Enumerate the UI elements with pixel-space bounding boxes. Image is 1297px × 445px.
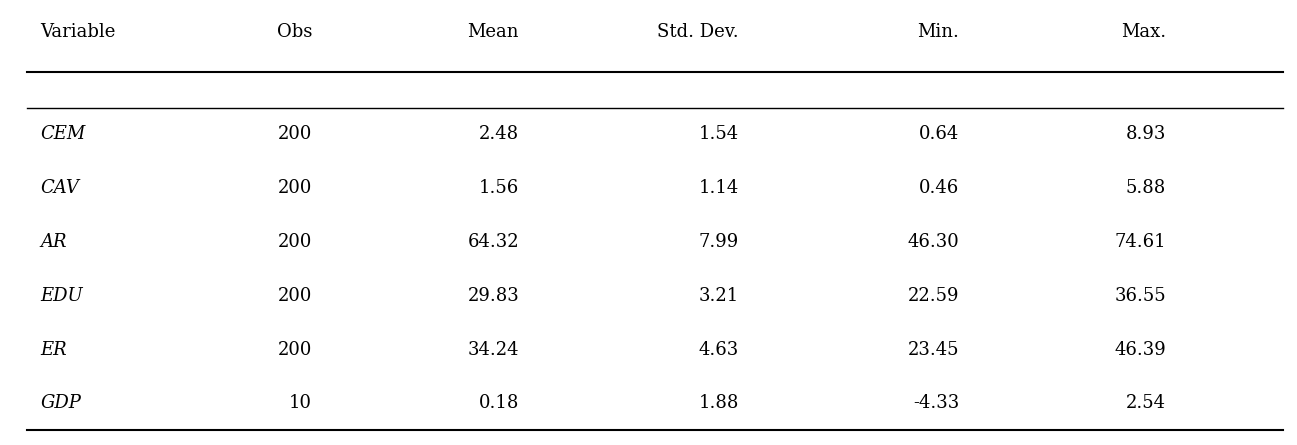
Text: 2.54: 2.54: [1126, 394, 1166, 413]
Text: Obs: Obs: [276, 23, 313, 41]
Text: GDP: GDP: [40, 394, 82, 413]
Text: 36.55: 36.55: [1114, 287, 1166, 305]
Text: 1.56: 1.56: [479, 179, 519, 197]
Text: 22.59: 22.59: [908, 287, 958, 305]
Text: EDU: EDU: [40, 287, 83, 305]
Text: 7.99: 7.99: [699, 233, 739, 251]
Text: Std. Dev.: Std. Dev.: [658, 23, 739, 41]
Text: 1.54: 1.54: [699, 125, 739, 143]
Text: Mean: Mean: [468, 23, 519, 41]
Text: 5.88: 5.88: [1126, 179, 1166, 197]
Text: 4.63: 4.63: [699, 340, 739, 359]
Text: 34.24: 34.24: [468, 340, 519, 359]
Text: 200: 200: [278, 125, 313, 143]
Text: 0.18: 0.18: [479, 394, 519, 413]
Text: 10: 10: [289, 394, 313, 413]
Text: 200: 200: [278, 179, 313, 197]
Text: AR: AR: [40, 233, 66, 251]
Text: Max.: Max.: [1121, 23, 1166, 41]
Text: 200: 200: [278, 233, 313, 251]
Text: 64.32: 64.32: [467, 233, 519, 251]
Text: 0.46: 0.46: [918, 179, 958, 197]
Text: 2.48: 2.48: [479, 125, 519, 143]
Text: 0.64: 0.64: [918, 125, 958, 143]
Text: -4.33: -4.33: [913, 394, 958, 413]
Text: CAV: CAV: [40, 179, 79, 197]
Text: Variable: Variable: [40, 23, 115, 41]
Text: 200: 200: [278, 287, 313, 305]
Text: 29.83: 29.83: [467, 287, 519, 305]
Text: 1.14: 1.14: [699, 179, 739, 197]
Text: 46.30: 46.30: [908, 233, 958, 251]
Text: Min.: Min.: [917, 23, 958, 41]
Text: 74.61: 74.61: [1114, 233, 1166, 251]
Text: 200: 200: [278, 340, 313, 359]
Text: CEM: CEM: [40, 125, 86, 143]
Text: 46.39: 46.39: [1114, 340, 1166, 359]
Text: 3.21: 3.21: [699, 287, 739, 305]
Text: 23.45: 23.45: [908, 340, 958, 359]
Text: ER: ER: [40, 340, 67, 359]
Text: 1.88: 1.88: [699, 394, 739, 413]
Text: 8.93: 8.93: [1126, 125, 1166, 143]
